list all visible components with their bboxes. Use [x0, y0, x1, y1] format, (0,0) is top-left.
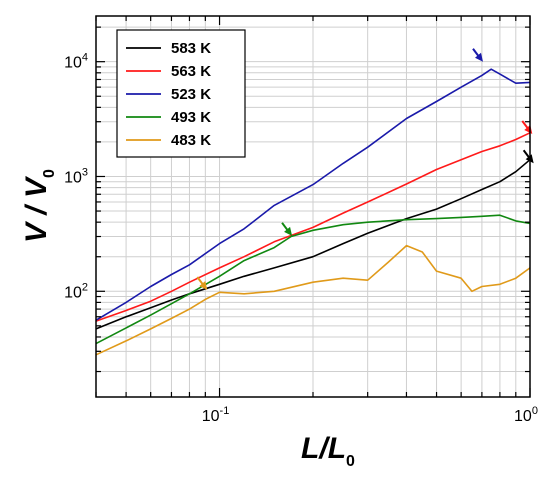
axis-ticks	[95, 16, 531, 397]
legend: 583 K 563 K 523 K 493 K 483 K	[116, 29, 246, 158]
x-axis-label: L/L0	[301, 432, 355, 470]
y-tick-label: 103	[64, 166, 88, 186]
y-axis-label: V / V0	[20, 169, 58, 243]
series-line-4	[95, 244, 531, 356]
legend-label-1: 563 K	[171, 63, 211, 80]
y-tick-label: 104	[64, 52, 88, 72]
legend-label-2: 523 K	[171, 86, 211, 103]
arrow-head-2	[475, 52, 484, 62]
y-tick-label: 102	[64, 281, 88, 301]
arrow-head-3	[284, 226, 293, 236]
series-line-1	[95, 132, 531, 322]
arrow-markers	[196, 48, 534, 291]
x-tick-label: 100	[514, 405, 538, 425]
arrow-head-4	[199, 281, 208, 291]
axis-labels: L/L0 V / V0	[20, 169, 355, 470]
series-line-3	[95, 214, 531, 345]
legend-label-3: 493 K	[171, 109, 211, 126]
series-lines	[95, 68, 531, 356]
legend-label-0: 583 K	[171, 40, 211, 57]
legend-label-4: 483 K	[171, 132, 211, 149]
tick-labels: 10-1 100 102 103 104	[64, 52, 538, 425]
series-line-2	[95, 68, 531, 321]
series-line-0	[95, 159, 531, 330]
x-tick-label: 10-1	[202, 405, 230, 425]
